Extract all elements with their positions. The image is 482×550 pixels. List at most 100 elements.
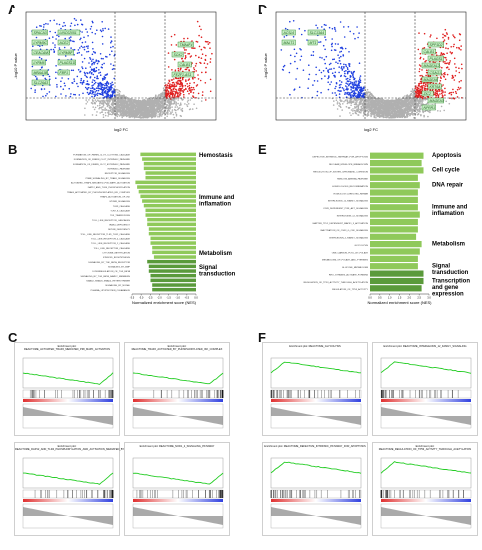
pathway-label: SIGNALING_BY_NODAL: [105, 284, 131, 287]
gene-label: PLAGS1: [430, 57, 443, 61]
nes-bar: [152, 250, 196, 255]
nes-bar: [150, 241, 196, 245]
gene-label-box: [307, 29, 326, 36]
gene-label: MBAA1B: [34, 71, 48, 75]
pathway-label: PLASMA_LIPOPROTEIN_CLEARANCE: [91, 289, 131, 292]
x-tick-label: 3.0: [427, 296, 431, 300]
nes-bar: [142, 157, 196, 161]
gene-label: MT1: [310, 41, 317, 45]
pathway-label: GLUCOSE_METABOLISM: [342, 266, 368, 269]
gene-label-box: [421, 48, 436, 55]
metric-frame: [132, 403, 224, 429]
nes-bar: [370, 233, 417, 240]
gene-label: ZIC2: [423, 92, 431, 96]
gsea-title: Enrichment plot: REACTOME_ACTIVATED_TRAF…: [23, 345, 111, 351]
category-label: inflamation: [199, 202, 231, 208]
gene-label: KRT6A: [430, 85, 442, 89]
nes-bar: [370, 255, 418, 262]
pathway-label: TOLL_LIKE_RECEPTOR_4_CASCADE: [91, 238, 130, 241]
panel-letter-c: C: [8, 330, 18, 345]
pathway-label: ONE_CARBON_POOL_BY_FOLATE: [332, 251, 369, 254]
nes-bar: [147, 222, 196, 227]
gene-label-box: [57, 59, 76, 66]
pathway-label: TRAF6_ACTIVATION_OF_IKK: [100, 196, 130, 199]
ranking-gradient: [23, 399, 113, 402]
nes-bar: [138, 189, 196, 194]
gene-label: MAGEA12: [424, 64, 440, 68]
nes-bar: [370, 189, 418, 196]
gsea-enrichment-plot: Enrichment plot: REACTOME_TRAF6_ACTIVATE…: [124, 342, 230, 436]
gene-label: SLC26A3: [34, 81, 49, 85]
pathway-label: HOMOLOGY_DIRECTED_REPAIR: [334, 192, 369, 195]
ranked-metric: [23, 507, 113, 525]
gene-label-box: [427, 69, 442, 76]
nes-bar: [370, 204, 418, 211]
x-tick-label: 2.5: [417, 296, 421, 300]
category-label: Signal: [199, 265, 217, 271]
category-label: Metabolism: [432, 241, 465, 247]
gene-label: SPACA3: [34, 31, 47, 35]
gene-label: PLAGS1D: [60, 61, 76, 65]
gene-label-box: [427, 55, 444, 62]
pathway-label: REGULATION_OF_TP53_ACTIVITY: [332, 288, 368, 291]
gene-label: CSAG1: [430, 71, 442, 75]
pathway-label: METABOLISM_OF_FOLATE_AND_PTERINES: [322, 259, 369, 262]
pathway-label: TLR_TRAFFICKING: [110, 214, 130, 217]
nes-bar: [370, 196, 418, 203]
gene-label: NPRR1: [424, 106, 436, 110]
ranking-gradient: [23, 499, 113, 502]
volcano-plot-d: log2 FC -log10 P value ACSL6 SLC13A4 MALT1 MT…: [262, 8, 472, 133]
gene-label-box: [281, 29, 296, 36]
category-label: transduction: [432, 270, 469, 276]
pathway-label: MYD88_DEFICIENCY: [108, 229, 130, 231]
category-label: and gene: [432, 285, 459, 291]
pathway-label: MAPTKR_TPL2_DEPENDENT_MAPK1_3_ACTIVATION: [313, 222, 369, 225]
gene-label: MALT1: [284, 41, 295, 45]
category-label: Immune and: [199, 195, 235, 201]
nes-bar-chart-e: DEFECTIVE_INTRINSIC_PATHWAY_FOR_APOPTOSI…: [304, 152, 470, 305]
nes-bar: [370, 270, 424, 277]
x-axis-title: Normalized enrichment score (NES): [367, 300, 432, 305]
gene-label: SLC13A4: [310, 31, 325, 35]
enrichment-score-line: [270, 361, 361, 374]
gene-label: CEACAM7: [34, 51, 51, 55]
gene-label-box: [171, 51, 184, 58]
nes-bar: [152, 245, 196, 250]
pathway-label: INTERLEUKIN_2_FAMILY_SIGNALING: [329, 237, 368, 240]
pathway-label: INTERLEUKIN_12_FAMILY_SIGNALING: [328, 200, 368, 203]
pathway-label: TLR9_CASCADE: [113, 205, 131, 208]
pathway-label: IRAK4_DEFICIENCY: [109, 224, 130, 227]
x-tick-label: -2.0: [157, 296, 162, 300]
pathway-label: FORMATION_OF_FIBRIN_CLOT_INTRINSIC_PATHW…: [74, 158, 131, 161]
gsea-enrichment-plot: Enrichment plot: REACTOME_INTERLEUKIN_12…: [372, 342, 478, 436]
gene-label: LYRM9C: [34, 41, 48, 45]
x-tick-label: -3.5: [130, 296, 135, 300]
x-tick-label: -1.0: [175, 296, 180, 300]
gene-label-box: [421, 76, 438, 83]
ranking-gradient: [271, 499, 361, 502]
gene-label: ACSL6: [283, 31, 295, 35]
x-tick-label: 1.5: [398, 296, 402, 300]
panel-letter-b: B: [8, 142, 18, 157]
gene-label-box: [57, 39, 70, 46]
ranking-gradient: [381, 499, 471, 502]
gene-label-box: [57, 49, 74, 56]
gsea-enrichment-plot: Enrichment plot: REACTOME_ACTIVATED_TRAF…: [14, 342, 120, 436]
gene-label-box: [427, 97, 444, 104]
x-tick-label: 1.0: [388, 296, 392, 300]
nes-bar: [143, 166, 196, 171]
nes-bar: [147, 217, 196, 222]
ranking-gradient: [133, 499, 223, 502]
nes-bar: [145, 208, 196, 213]
pathway-label: DEFECTIVE_INTRINSIC_PATHWAY_FOR_APOPTOSI…: [312, 156, 368, 159]
ranking-gradient: [133, 399, 223, 402]
pathway-label: RESOLUTION_OF_SISTER_CHROMATID_COHESION: [313, 170, 368, 173]
gsea-title: Enrichment plot: REACTOME_INTERLEUKIN_12…: [383, 345, 467, 348]
gene-label-box: [31, 49, 50, 56]
gsea-curve-area: [270, 357, 362, 429]
category-label: expression: [432, 291, 464, 297]
gsea-title: Enrichment plot: REACTOME_NOD1_2_SIGNALI…: [139, 445, 215, 448]
nes-bar: [150, 273, 196, 278]
pathway-label: DAP12_AND_TLR4_PHOSPHORYLATION: [88, 186, 131, 189]
gene-label-box: [57, 29, 81, 36]
